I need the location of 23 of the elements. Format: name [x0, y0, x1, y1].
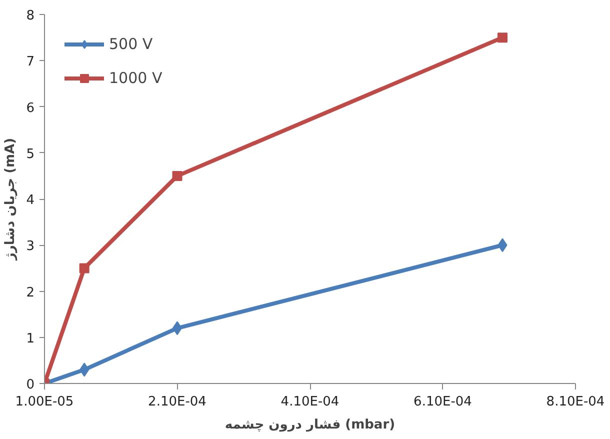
y-tick-label: 2: [26, 285, 35, 300]
y-tick-label: 7: [26, 54, 35, 70]
point: [497, 32, 508, 43]
x-tick-label: 8.10E-04: [546, 394, 605, 410]
y-axis-title: جریان دشارژ (mA): [3, 138, 18, 262]
y-tick-label: 8: [26, 8, 35, 24]
point: [172, 170, 182, 181]
y-tick-label: 6: [26, 100, 35, 116]
x-axis-title: فشار درون چشمه (mbar): [224, 418, 396, 432]
y-tick-label: 4: [26, 193, 35, 208]
point: [79, 362, 90, 377]
point: [79, 263, 90, 274]
legend-label: 500 V: [109, 35, 153, 53]
legend-label: 1000 V: [109, 69, 162, 87]
y-tick-label: 1: [26, 331, 35, 346]
x-tick-label: 1.00E-05: [15, 394, 74, 410]
point: [172, 321, 182, 336]
x-tick-label: 6.10E-04: [414, 394, 472, 410]
x-tick-label: 4.10E-04: [280, 394, 340, 410]
x-tick-label: 2.10E-04: [148, 394, 206, 410]
y-tick-label: 0: [26, 378, 35, 392]
y-tick-label: 3: [26, 239, 35, 254]
y-tick-label: 5: [26, 146, 35, 162]
